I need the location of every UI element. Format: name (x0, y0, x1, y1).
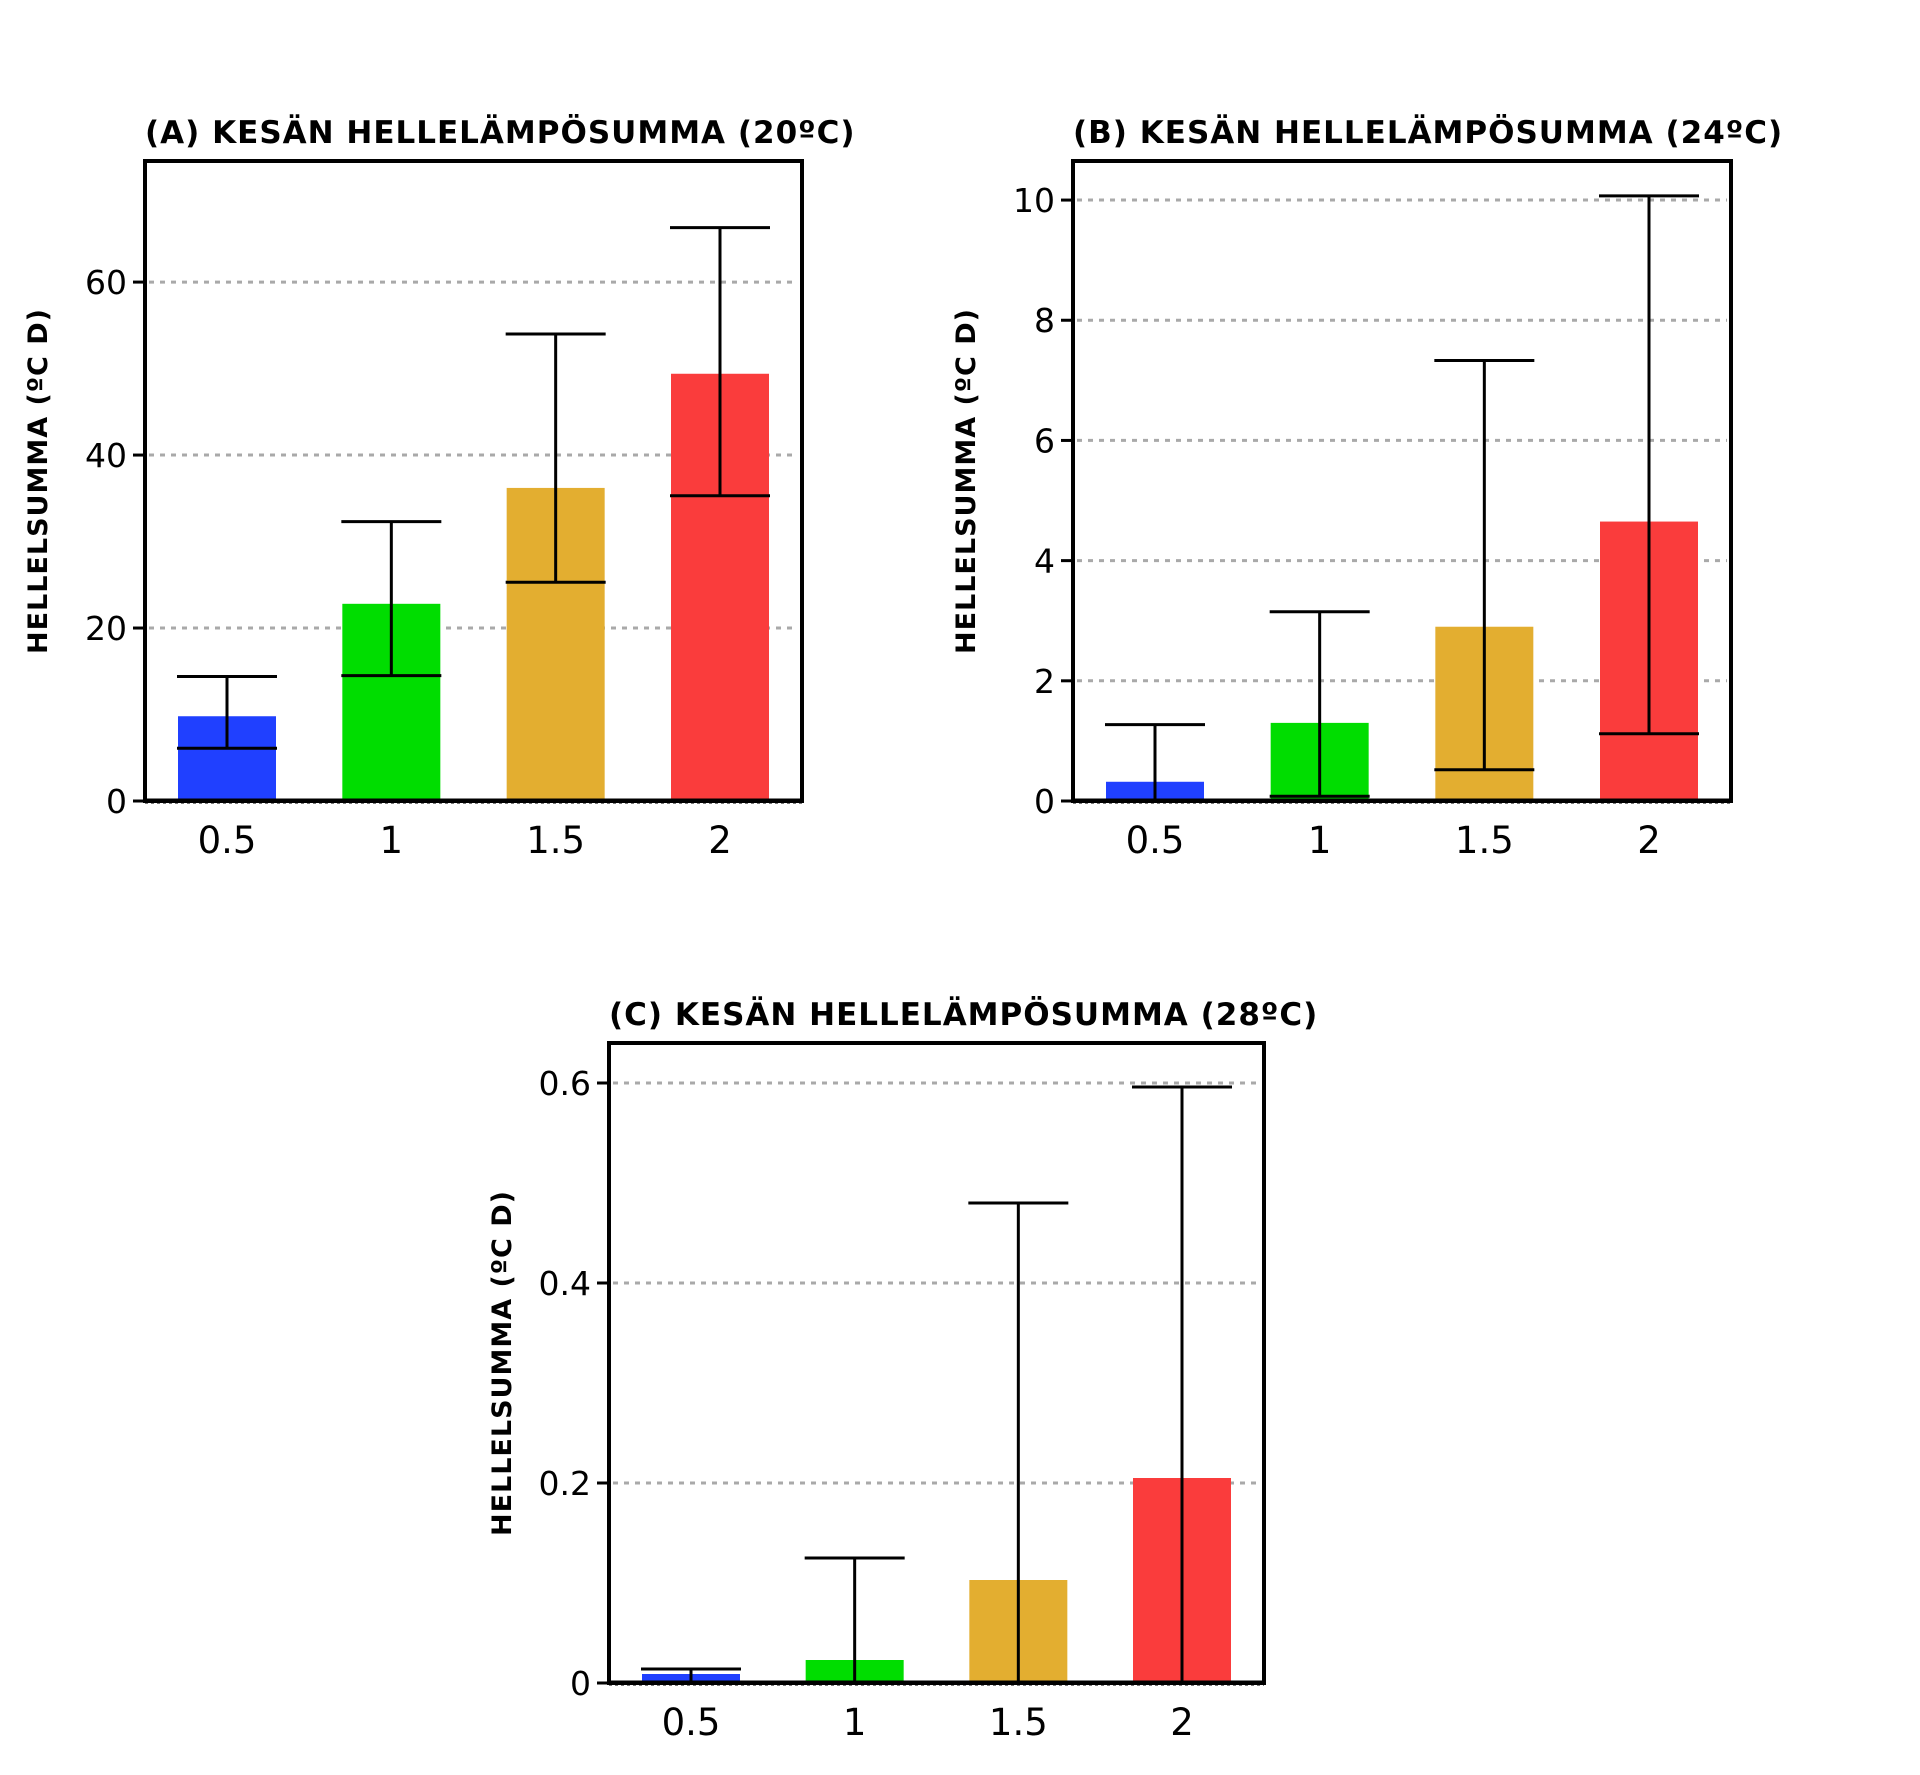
panel-b: 0 2 4 6 8 10 0.5 1 1.5 2 (B) KESÄN HELLELÄMPÖSUMMA… (951, 114, 1783, 862)
y-tick-label: 10 (1013, 181, 1055, 220)
y-tick-label: 0.4 (539, 1264, 591, 1303)
panel-title: (C) KESÄN HELLELÄMPÖSUMMA (28ºC) (609, 996, 1318, 1033)
x-tick-label: 2 (1637, 819, 1661, 862)
x-tick-label: 1.5 (989, 1701, 1048, 1744)
x-tick-label: 2 (708, 819, 732, 862)
x-tick-label: 2 (1170, 1701, 1194, 1744)
x-tick-label: 0.5 (198, 819, 257, 862)
y-tick-label: 20 (85, 609, 127, 648)
x-tick-label: 0.5 (1126, 819, 1185, 862)
x-tick-label: 0.5 (662, 1701, 721, 1744)
y-tick-label: 6 (1034, 421, 1055, 460)
panel-c: 0 0.2 0.4 0.6 0.5 1 1.5 2 (C) KESÄN HELLELÄMPÖSU… (487, 996, 1318, 1744)
y-tick-label: 8 (1034, 301, 1055, 340)
plot-frame (1071, 159, 1733, 803)
x-tick-label: 1 (1308, 819, 1332, 862)
y-tick-label: 60 (85, 263, 127, 302)
y-tick-label: 0.6 (539, 1064, 591, 1103)
y-tick-label: 0 (570, 1664, 591, 1703)
y-tick-label: 40 (85, 436, 127, 475)
x-tick-label: 1.5 (1455, 819, 1514, 862)
panel-a: 0 20 40 60 0.5 1 1.5 2 (A) KESÄN HELLELÄMPÖSUMMA… (23, 114, 856, 862)
x-tick-label: 1 (380, 819, 404, 862)
y-tick-label: 2 (1034, 662, 1055, 701)
y-tick-label: 4 (1034, 542, 1055, 581)
y-axis-label: HELLELSUMMA (ºC D) (23, 308, 54, 654)
y-tick-label: 0.2 (539, 1464, 591, 1503)
x-tick-label: 1.5 (526, 819, 585, 862)
plot-frame (143, 159, 804, 803)
x-tick-label: 1 (843, 1701, 867, 1744)
y-axis-label: HELLELSUMMA (ºC D) (951, 308, 982, 654)
y-axis-label: HELLELSUMMA (ºC D) (487, 1190, 518, 1536)
panel-title: (A) KESÄN HELLELÄMPÖSUMMA (20ºC) (145, 114, 856, 151)
y-tick-label: 0 (106, 782, 127, 821)
plot-frame (607, 1041, 1266, 1685)
y-tick-label: 0 (1034, 782, 1055, 821)
panel-title: (B) KESÄN HELLELÄMPÖSUMMA (24ºC) (1073, 114, 1783, 151)
